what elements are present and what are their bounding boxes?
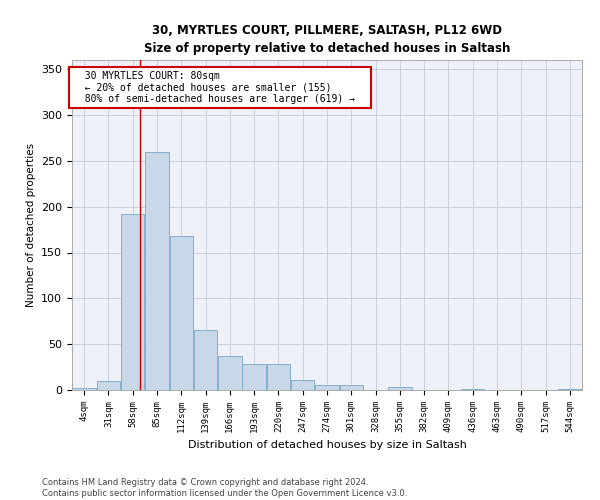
Bar bbox=[170, 236, 193, 390]
Bar bbox=[558, 389, 581, 390]
Bar bbox=[242, 364, 266, 390]
Text: Contains HM Land Registry data © Crown copyright and database right 2024.
Contai: Contains HM Land Registry data © Crown c… bbox=[42, 478, 407, 498]
Bar bbox=[291, 380, 314, 390]
X-axis label: Distribution of detached houses by size in Saltash: Distribution of detached houses by size … bbox=[188, 440, 466, 450]
Bar bbox=[145, 152, 169, 390]
Text: 30 MYRTLES COURT: 80sqm  
  ← 20% of detached houses are smaller (155)  
  80% o: 30 MYRTLES COURT: 80sqm ← 20% of detache… bbox=[73, 71, 367, 104]
Bar bbox=[388, 387, 412, 390]
Y-axis label: Number of detached properties: Number of detached properties bbox=[26, 143, 35, 307]
Bar bbox=[218, 356, 242, 390]
Bar bbox=[461, 389, 484, 390]
Title: 30, MYRTLES COURT, PILLMERE, SALTASH, PL12 6WD
Size of property relative to deta: 30, MYRTLES COURT, PILLMERE, SALTASH, PL… bbox=[144, 24, 510, 54]
Bar bbox=[194, 330, 217, 390]
Bar bbox=[267, 364, 290, 390]
Bar bbox=[97, 381, 120, 390]
Bar bbox=[340, 384, 363, 390]
Bar bbox=[121, 214, 145, 390]
Bar bbox=[316, 384, 338, 390]
Bar bbox=[73, 388, 96, 390]
